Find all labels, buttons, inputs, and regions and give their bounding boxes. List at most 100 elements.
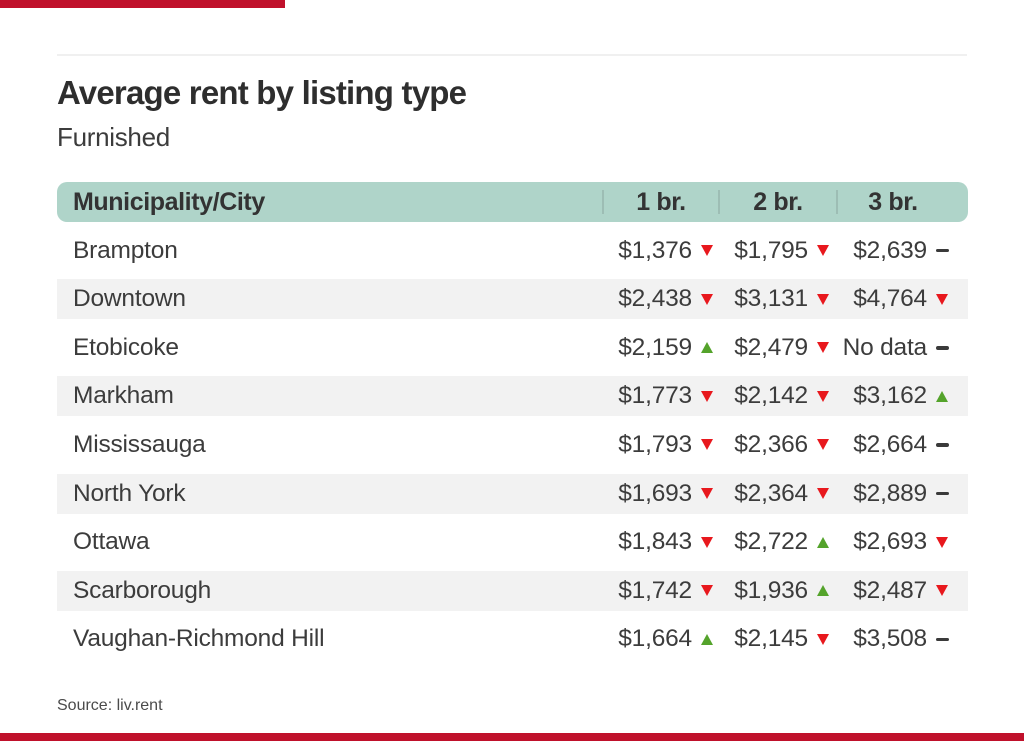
rent-value: $2,145 xyxy=(734,625,808,653)
trend-flat-shape xyxy=(935,637,949,642)
rent-cell: $2,438 xyxy=(603,285,719,313)
rent-value: $2,889 xyxy=(853,479,927,507)
header-3br: 3 br. xyxy=(868,187,918,216)
rent-value: $2,664 xyxy=(853,430,927,458)
city-label: Vaughan-Richmond Hill xyxy=(73,625,325,653)
brand-bar-top xyxy=(0,0,285,8)
trend-up-shape xyxy=(701,342,713,354)
header-column-divider xyxy=(836,190,838,214)
trend-up-shape xyxy=(817,585,829,597)
trend-down-shape xyxy=(701,293,713,305)
rent-value: $1,693 xyxy=(618,479,692,507)
trend-down-shape xyxy=(701,536,713,548)
trend-down-shape xyxy=(817,293,829,305)
rent-cell: $1,742 xyxy=(603,577,719,605)
rent-cell: $2,889 xyxy=(837,480,968,508)
trend-down-shape xyxy=(817,488,829,500)
top-divider-line xyxy=(57,54,967,56)
header-column-divider xyxy=(718,190,720,214)
rent-value: $1,936 xyxy=(734,576,808,604)
rent-cell: $1,376 xyxy=(603,237,719,265)
rent-cell: $2,366 xyxy=(719,431,837,459)
rent-cell: $2,722 xyxy=(719,528,837,556)
trend-down-icon xyxy=(815,340,831,356)
trend-down-icon xyxy=(815,631,831,647)
trend-down-icon xyxy=(815,243,831,259)
rent-value: $2,639 xyxy=(853,236,927,264)
trend-flat-icon xyxy=(934,437,950,453)
trend-down-icon xyxy=(699,486,715,502)
trend-flat-shape xyxy=(935,248,949,253)
rent-value: $2,159 xyxy=(618,333,692,361)
trend-up-icon xyxy=(934,388,950,404)
rent-value: $2,722 xyxy=(734,528,808,556)
city-label: Etobicoke xyxy=(73,333,179,361)
table-row: Ottawa $1,843 $2,722 $2,693 xyxy=(57,522,968,563)
trend-down-icon xyxy=(815,437,831,453)
trend-down-shape xyxy=(936,585,948,597)
rent-cell: $2,364 xyxy=(719,480,837,508)
rent-value: $2,487 xyxy=(853,576,927,604)
rent-value: $3,508 xyxy=(853,625,927,653)
trend-down-icon xyxy=(699,291,715,307)
trend-down-shape xyxy=(936,536,948,548)
header-column-divider xyxy=(602,190,604,214)
trend-flat-icon xyxy=(934,486,950,502)
trend-flat-icon xyxy=(934,631,950,647)
trend-down-icon xyxy=(699,437,715,453)
trend-down-icon xyxy=(934,291,950,307)
rent-table: Municipality/City 1 br. 2 br. 3 br. Bram… xyxy=(57,182,968,660)
rent-cell: $2,664 xyxy=(837,431,968,459)
trend-down-shape xyxy=(817,439,829,451)
rent-value: $1,795 xyxy=(734,236,808,264)
table-row: Scarborough $1,742 $1,936 $2,487 xyxy=(57,570,968,611)
trend-down-shape xyxy=(701,585,713,597)
rent-cell: No data xyxy=(837,334,968,362)
trend-up-shape xyxy=(936,390,948,402)
table-header-row: Municipality/City 1 br. 2 br. 3 br. xyxy=(57,182,968,222)
rent-cell: $1,664 xyxy=(603,625,719,653)
trend-up-icon xyxy=(699,340,715,356)
trend-up-icon xyxy=(815,534,831,550)
rent-cell: $2,639 xyxy=(837,237,968,265)
rent-value: $1,773 xyxy=(618,382,692,410)
trend-up-icon xyxy=(815,583,831,599)
rent-cell: $2,159 xyxy=(603,334,719,362)
header-2br: 2 br. xyxy=(753,187,803,216)
rent-value: $2,366 xyxy=(734,430,808,458)
trend-down-icon xyxy=(815,388,831,404)
page-title: Average rent by listing type xyxy=(57,74,467,111)
city-label: Downtown xyxy=(73,285,186,313)
rent-cell: $1,693 xyxy=(603,480,719,508)
rent-cell: $1,936 xyxy=(719,577,837,605)
page-subtitle: Furnished xyxy=(57,122,170,152)
city-label: Ottawa xyxy=(73,528,150,556)
trend-down-shape xyxy=(701,390,713,402)
trend-down-icon xyxy=(815,291,831,307)
rent-value: $1,376 xyxy=(618,236,692,264)
trend-up-shape xyxy=(817,536,829,548)
rent-value: $1,793 xyxy=(618,430,692,458)
rent-cell: $2,487 xyxy=(837,577,968,605)
rent-cell: $2,145 xyxy=(719,625,837,653)
rent-cell: $3,162 xyxy=(837,382,968,410)
table-row: Markham $1,773 $2,142 $3,162 xyxy=(57,376,968,417)
trend-down-shape xyxy=(701,439,713,451)
trend-down-icon xyxy=(699,534,715,550)
rent-value: $3,131 xyxy=(734,285,808,313)
trend-flat-shape xyxy=(935,443,949,447)
header-municipality: Municipality/City xyxy=(73,187,265,216)
trend-up-icon xyxy=(699,631,715,647)
city-label: North York xyxy=(73,479,186,507)
trend-down-icon xyxy=(699,583,715,599)
table-row: Vaughan-Richmond Hill $1,664 $2,145 $3,508 xyxy=(57,619,968,660)
trend-flat-shape xyxy=(935,491,949,496)
trend-down-shape xyxy=(936,293,948,305)
trend-up-shape xyxy=(701,633,713,645)
rent-cell: $1,843 xyxy=(603,528,719,556)
rent-value: $2,479 xyxy=(734,333,808,361)
trend-down-shape xyxy=(817,342,829,354)
table-row: North York $1,693 $2,364 $2,889 xyxy=(57,473,968,514)
rent-cell: $3,131 xyxy=(719,285,837,313)
table-row: Downtown $2,438 $3,131 $4,764 xyxy=(57,279,968,320)
